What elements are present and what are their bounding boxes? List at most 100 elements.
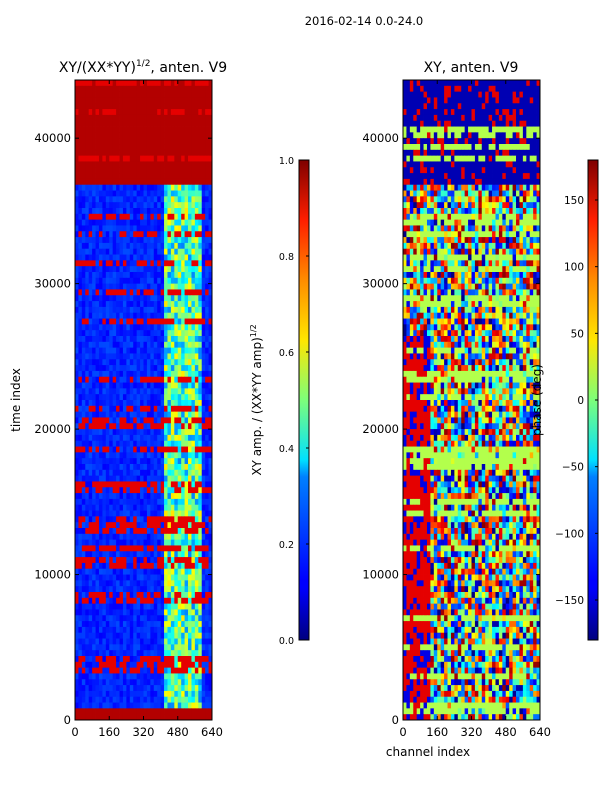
heatmap-cell xyxy=(78,714,82,720)
heatmap-cell xyxy=(96,569,100,575)
heatmap-cell xyxy=(92,569,96,575)
heatmap-cell xyxy=(85,225,89,231)
heatmap-cell xyxy=(113,650,117,656)
heatmap-cell xyxy=(161,86,165,92)
heatmap-cell xyxy=(513,138,517,144)
heatmap-cell xyxy=(178,278,182,284)
heatmap-cell xyxy=(174,540,178,546)
heatmap-cell xyxy=(174,650,178,656)
heatmap-cell xyxy=(202,708,206,714)
heatmap-cell xyxy=(85,534,89,540)
heatmap-cell xyxy=(126,109,130,115)
heatmap-cell xyxy=(137,592,141,598)
heatmap-cell xyxy=(78,516,82,522)
heatmap-cell xyxy=(130,365,134,371)
heatmap-cell xyxy=(102,394,106,400)
heatmap-cell xyxy=(144,481,148,487)
heatmap-cell xyxy=(78,458,82,464)
heatmap-cell xyxy=(106,656,110,662)
heatmap-cell xyxy=(89,592,93,598)
heatmap-cell xyxy=(123,324,127,330)
heatmap-cell xyxy=(417,121,421,127)
heatmap-cell xyxy=(454,115,458,121)
heatmap-cell xyxy=(178,487,182,493)
heatmap-cell xyxy=(150,348,154,354)
heatmap-cell xyxy=(116,295,120,301)
heatmap-cell xyxy=(147,447,151,453)
heatmap-cell xyxy=(99,615,103,621)
heatmap-cell xyxy=(75,313,79,319)
heatmap-cell xyxy=(164,412,168,418)
heatmap-cell xyxy=(181,301,185,307)
heatmap-cell xyxy=(130,511,134,517)
heatmap-cell xyxy=(92,481,96,487)
heatmap-cell xyxy=(448,86,452,92)
heatmap-cell xyxy=(161,161,165,167)
heatmap-cell xyxy=(96,563,100,569)
heatmap-cell xyxy=(161,313,165,319)
heatmap-cell xyxy=(78,691,82,697)
heatmap-cell xyxy=(147,144,151,150)
heatmap-cell xyxy=(96,516,100,522)
heatmap-cell xyxy=(78,243,82,249)
heatmap-cell xyxy=(123,435,127,441)
heatmap-cell xyxy=(137,522,141,528)
heatmap-cell xyxy=(157,330,161,336)
heatmap-cell xyxy=(96,522,100,528)
heatmap-cell xyxy=(133,196,137,202)
heatmap-cell xyxy=(92,575,96,581)
heatmap-cell xyxy=(195,481,199,487)
heatmap-cell xyxy=(99,441,103,447)
heatmap-cell xyxy=(102,179,106,185)
heatmap-cell xyxy=(133,348,137,354)
heatmap-cell xyxy=(154,557,158,563)
heatmap-cell xyxy=(106,563,110,569)
heatmap-cell xyxy=(482,121,486,127)
heatmap-cell xyxy=(530,150,534,156)
heatmap-cell xyxy=(116,121,120,127)
heatmap-cell xyxy=(164,586,168,592)
heatmap-cell xyxy=(102,621,106,627)
heatmap-cell xyxy=(157,278,161,284)
heatmap-cell xyxy=(92,121,96,127)
heatmap-cell xyxy=(123,86,127,92)
heatmap-cell xyxy=(113,673,117,679)
heatmap-cell xyxy=(205,359,209,365)
heatmap-cell xyxy=(113,423,117,429)
heatmap-cell xyxy=(157,487,161,493)
heatmap-cell xyxy=(403,109,407,115)
heatmap-cell xyxy=(130,656,134,662)
heatmap-cell xyxy=(75,499,79,505)
heatmap-cell xyxy=(434,86,438,92)
heatmap-cell xyxy=(82,598,86,604)
panel-phase-title: XY, anten. V9 xyxy=(424,60,519,76)
heatmap-cell xyxy=(174,132,178,138)
heatmap-cell xyxy=(181,394,185,400)
colorbar-tick-label: 0.2 xyxy=(279,540,294,551)
heatmap-cell xyxy=(113,499,117,505)
heatmap-cell xyxy=(126,673,130,679)
heatmap-cell xyxy=(202,557,206,563)
heatmap-cell xyxy=(102,714,106,720)
heatmap-cell xyxy=(150,103,154,109)
heatmap-cell xyxy=(75,348,79,354)
heatmap-cell xyxy=(109,156,113,162)
heatmap-cell xyxy=(120,208,124,214)
heatmap-cell xyxy=(85,103,89,109)
heatmap-cell xyxy=(164,307,168,313)
heatmap-cell xyxy=(157,685,161,691)
heatmap-cell xyxy=(506,92,510,98)
heatmap-cell xyxy=(499,144,503,150)
heatmap-cell xyxy=(102,249,106,255)
heatmap-cell xyxy=(120,103,124,109)
heatmap-cell xyxy=(85,313,89,319)
heatmap-cell xyxy=(188,348,192,354)
heatmap-cell xyxy=(144,417,148,423)
heatmap-cell xyxy=(123,295,127,301)
heatmap-cell xyxy=(492,109,496,115)
heatmap-cell xyxy=(147,615,151,621)
heatmap-cell xyxy=(164,447,168,453)
heatmap-cell xyxy=(133,353,137,359)
heatmap-cell xyxy=(96,243,100,249)
heatmap-cell xyxy=(123,493,127,499)
